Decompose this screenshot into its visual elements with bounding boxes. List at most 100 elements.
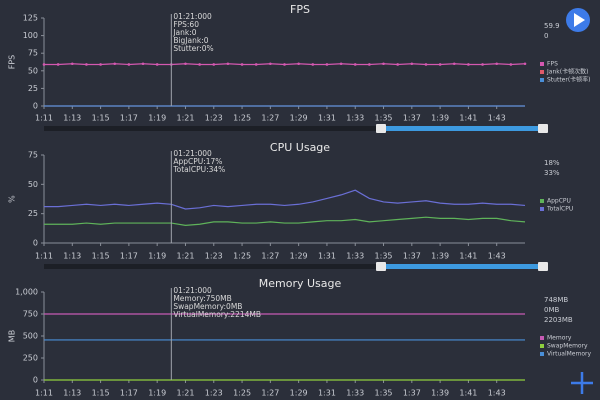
point: [127, 63, 131, 66]
point: [452, 62, 456, 66]
legend-swatch: [540, 199, 544, 203]
x-tick-label: 1:17: [120, 114, 138, 123]
y-tick-label: 75: [28, 151, 38, 160]
legend-swatch: [540, 70, 544, 74]
x-tick-label: 1:27: [261, 114, 279, 123]
x-tick-label: 1:35: [375, 114, 393, 123]
play-button[interactable]: [566, 8, 590, 32]
x-tick-label: 1:31: [318, 252, 336, 261]
x-tick-label: 1:33: [346, 114, 364, 123]
x-tick-label: 1:27: [261, 389, 279, 398]
tooltip-line: Jank:0: [172, 28, 196, 37]
y-tick-label: 125: [23, 14, 38, 23]
legend-label: Memory: [547, 335, 572, 342]
x-tick-label: 1:29: [290, 114, 308, 123]
x-tick-label: 1:41: [459, 114, 477, 123]
x-tick-label: 1:39: [431, 252, 449, 261]
point: [339, 62, 343, 66]
x-tick-label: 1:23: [205, 252, 223, 261]
point: [141, 62, 145, 66]
x-tick-label: 1:15: [92, 252, 110, 261]
x-tick-label: 1:29: [290, 252, 308, 261]
legend-label: Stutter(卡顿率): [547, 76, 591, 84]
point: [85, 63, 88, 66]
current-value: 59.9: [544, 22, 560, 30]
x-tick-label: 1:37: [403, 389, 421, 398]
x-tick-label: 1:15: [92, 389, 110, 398]
point: [368, 63, 371, 66]
current-value: 0: [544, 32, 548, 40]
x-tick-label: 1:11: [35, 114, 53, 123]
series-line: [44, 216, 526, 227]
point: [509, 63, 513, 66]
x-tick-label: 1:39: [431, 389, 449, 398]
y-tick-label: 750: [23, 310, 38, 319]
legend-label: AppCPU: [547, 198, 571, 205]
x-tick-label: 1:25: [233, 389, 251, 398]
point: [254, 63, 258, 66]
point: [410, 62, 414, 66]
point: [523, 62, 527, 66]
current-value: 0MB: [544, 306, 559, 314]
scrollbar[interactable]: [44, 124, 548, 133]
point: [467, 63, 470, 66]
legend-swatch: [540, 336, 544, 340]
tooltip-line: Memory:750MB: [173, 294, 231, 303]
point: [70, 62, 74, 66]
y-tick-label: 0: [33, 102, 38, 111]
x-tick-label: 1:13: [63, 252, 81, 261]
legend-swatch: [540, 62, 544, 66]
legend-swatch: [540, 78, 544, 82]
y-tick-label: 0: [33, 376, 38, 385]
x-tick-label: 1:33: [346, 252, 364, 261]
chart-title: CPU Usage: [270, 141, 330, 154]
tooltip-line: 01:21:000: [173, 149, 212, 158]
legend-swatch: [540, 207, 544, 211]
y-axis-label: MB: [8, 330, 17, 342]
point: [325, 63, 329, 66]
legend-label: TotalCPU: [546, 206, 573, 213]
tooltip-line: 01:21:000: [173, 286, 212, 295]
x-tick-label: 1:31: [318, 114, 336, 123]
point: [198, 63, 201, 66]
y-tick-label: 25: [28, 209, 38, 218]
y-axis-label: %: [8, 195, 17, 203]
tooltip-line: VirtualMemory:2214MB: [173, 310, 261, 319]
y-tick-label: 500: [23, 332, 38, 341]
legend-label: Jank(卡顿次数): [546, 68, 588, 76]
y-tick-label: 0: [33, 239, 38, 248]
x-tick-label: 1:23: [205, 389, 223, 398]
x-tick-label: 1:21: [176, 252, 194, 261]
scrollbar[interactable]: [44, 262, 548, 271]
x-tick-label: 1:15: [92, 114, 110, 123]
x-tick-label: 1:43: [488, 389, 506, 398]
x-tick-label: 1:35: [375, 389, 393, 398]
x-tick-label: 1:37: [403, 114, 421, 123]
point: [42, 63, 46, 66]
point: [311, 63, 315, 66]
chart-title: Memory Usage: [259, 277, 342, 290]
x-tick-label: 1:19: [148, 389, 166, 398]
point: [226, 62, 230, 66]
x-tick-label: 1:19: [148, 252, 166, 261]
series-line: [44, 189, 526, 210]
add-button[interactable]: [571, 372, 593, 394]
x-tick-label: 1:23: [205, 114, 223, 123]
x-tick-label: 1:25: [233, 252, 251, 261]
y-tick-label: 250: [23, 354, 38, 363]
x-tick-label: 1:31: [318, 389, 336, 398]
current-value: 18%: [544, 159, 560, 167]
point: [353, 63, 357, 66]
point: [382, 62, 385, 66]
x-tick-label: 1:17: [120, 389, 138, 398]
x-tick-label: 1:37: [403, 252, 421, 261]
tooltip-line: BigJank:0: [173, 36, 208, 45]
legend-swatch: [540, 352, 544, 356]
point: [283, 63, 286, 66]
point: [424, 63, 428, 66]
x-tick-label: 1:43: [488, 114, 506, 123]
y-tick-label: 50: [28, 66, 38, 75]
point: [495, 62, 499, 66]
